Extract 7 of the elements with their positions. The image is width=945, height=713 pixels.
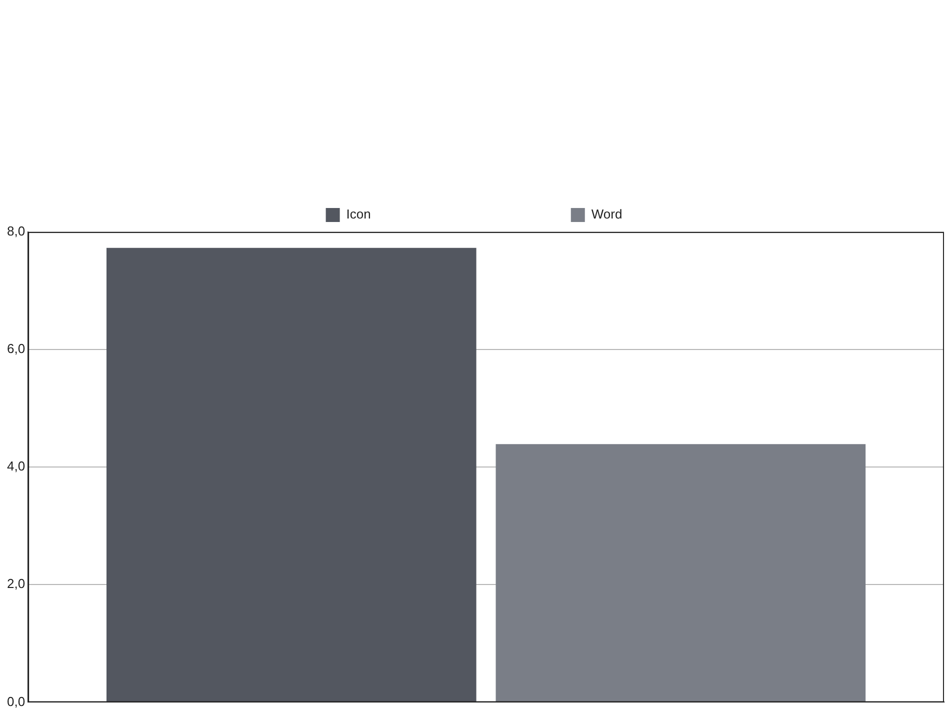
y-tick-label: 8,0 — [6, 224, 26, 239]
legend-label: Icon — [346, 206, 371, 222]
legend-label: Word — [591, 206, 622, 222]
y-tick-label: 4,0 — [6, 458, 26, 474]
y-tick-label: 0,0 — [6, 694, 26, 709]
y-tick-label: 6,0 — [6, 341, 26, 356]
y-tick-label: 2,0 — [6, 576, 26, 592]
